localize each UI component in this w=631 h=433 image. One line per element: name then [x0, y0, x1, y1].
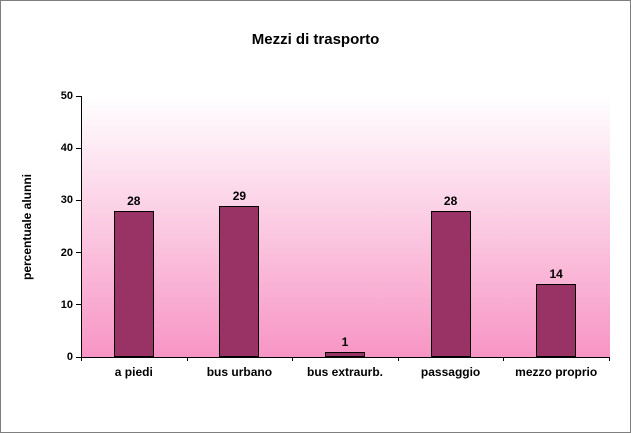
y-tick-mark — [76, 252, 81, 254]
bar — [430, 210, 471, 357]
y-tick-label: 30 — [60, 194, 73, 207]
bar-value-label: 14 — [549, 266, 563, 281]
bar-value-label: 28 — [127, 193, 141, 208]
x-tick-mark — [397, 357, 399, 361]
x-tick-mark — [503, 357, 505, 361]
y-tick-mark — [76, 356, 81, 358]
x-tick-mark — [609, 357, 610, 361]
y-tick-label: 40 — [60, 142, 73, 155]
x-tick-label: passaggio — [420, 365, 481, 379]
chart-title: Mezzi di trasporto — [251, 31, 380, 48]
x-tick-mark — [81, 357, 82, 361]
y-tick-mark — [76, 304, 81, 306]
y-axis-title: percentuale alunni — [20, 173, 34, 281]
y-tick-label: 10 — [60, 298, 73, 311]
x-tick-mark — [186, 357, 188, 361]
x-tick-label: mezzo proprio — [515, 365, 598, 379]
bar — [536, 283, 577, 357]
y-tick-mark — [76, 199, 81, 201]
bar-value-label: 28 — [443, 193, 458, 208]
bar-value-label: 29 — [232, 188, 247, 203]
x-tick-label: bus urbano — [206, 365, 273, 379]
plot-area — [81, 96, 610, 358]
x-tick-label: bus extraurb. — [306, 365, 384, 379]
bar-value-label: 1 — [341, 334, 349, 349]
y-tick-mark — [76, 95, 81, 97]
plot-wrap: 0 10 20 30 40 50 28 a piedi 29 bus urbano 1 bus ext… — [61, 90, 610, 379]
x-tick-label: a piedi — [114, 365, 153, 379]
y-tick-label: 50 — [60, 90, 73, 102]
bar — [219, 205, 260, 357]
bar — [325, 351, 365, 357]
bar — [113, 210, 154, 357]
y-tick-label: 20 — [60, 246, 73, 259]
x-tick-mark — [292, 357, 294, 361]
y-tick-mark — [76, 147, 81, 149]
y-tick-label: 0 — [66, 351, 73, 363]
